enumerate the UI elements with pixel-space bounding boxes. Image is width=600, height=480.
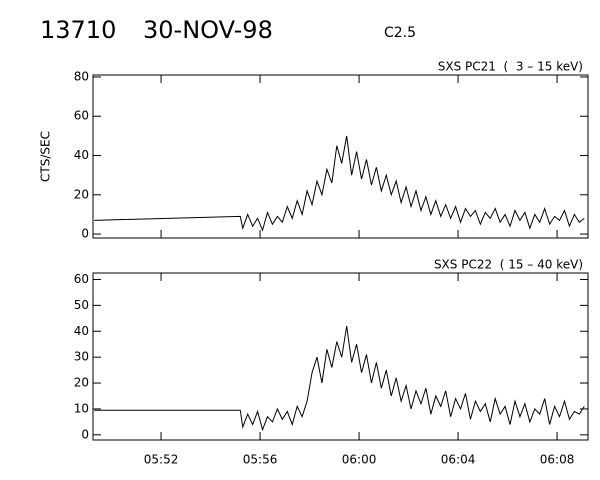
x-tick-label: 05:52 <box>144 453 179 467</box>
y-tick-label: 40 <box>74 148 89 162</box>
event-date: 30-NOV-98 <box>143 16 273 44</box>
panel-title: SXS PC22 ( 15 – 40 keV) <box>434 258 583 272</box>
y-axis-label: CTS/SEC <box>39 131 53 182</box>
flare-class: C2.5 <box>384 25 416 41</box>
data-line <box>94 135 585 232</box>
x-tick-label: 06:08 <box>540 453 575 467</box>
y-tick-label: 60 <box>74 109 89 123</box>
plot-frame <box>92 272 589 441</box>
y-tick-label: 0 <box>81 427 89 441</box>
x-tick-label: 06:04 <box>441 453 476 467</box>
y-tick-label: 20 <box>74 376 89 390</box>
y-tick-label: 60 <box>74 272 89 286</box>
y-tick-label: 30 <box>74 350 89 364</box>
y-tick-label: 40 <box>74 324 89 338</box>
y-tick-label: 0 <box>81 227 89 241</box>
plot-frame <box>92 74 589 239</box>
x-tick-label: 05:56 <box>243 453 278 467</box>
panel-title: SXS PC21 ( 3 – 15 keV) <box>438 60 583 74</box>
y-tick-label: 80 <box>74 69 89 83</box>
y-tick-label: 20 <box>74 187 89 201</box>
data-line <box>94 326 585 432</box>
y-tick-label: 10 <box>74 401 89 415</box>
x-tick-label: 06:00 <box>342 453 377 467</box>
y-tick-label: 50 <box>74 298 89 312</box>
event-id: 13710 <box>40 16 116 44</box>
